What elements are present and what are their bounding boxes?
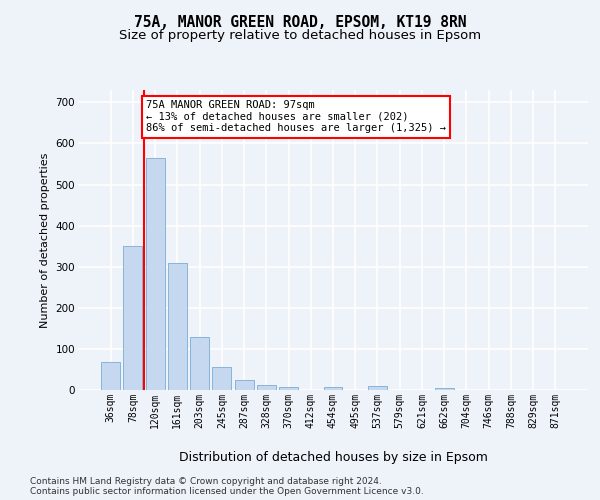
Y-axis label: Number of detached properties: Number of detached properties (40, 152, 50, 328)
Bar (190, 336, 209, 390)
Bar (323, 387, 343, 390)
Bar (101, 362, 120, 390)
Text: Size of property relative to detached houses in Epsom: Size of property relative to detached ho… (119, 28, 481, 42)
Bar (368, 386, 387, 390)
Text: Contains HM Land Registry data © Crown copyright and database right 2024.: Contains HM Land Registry data © Crown c… (30, 476, 382, 486)
Text: Distribution of detached houses by size in Epsom: Distribution of detached houses by size … (179, 451, 487, 464)
Text: Contains public sector information licensed under the Open Government Licence v3: Contains public sector information licen… (30, 486, 424, 496)
Bar (257, 384, 276, 390)
Bar (168, 262, 187, 390)
Bar (212, 368, 231, 390)
Bar (235, 380, 254, 390)
Text: 75A MANOR GREEN ROAD: 97sqm
← 13% of detached houses are smaller (202)
86% of se: 75A MANOR GREEN ROAD: 97sqm ← 13% of det… (146, 100, 446, 134)
Text: 75A, MANOR GREEN ROAD, EPSOM, KT19 8RN: 75A, MANOR GREEN ROAD, EPSOM, KT19 8RN (134, 15, 466, 30)
Bar (124, 246, 142, 390)
Bar (146, 158, 164, 390)
Bar (435, 388, 454, 390)
Bar (279, 387, 298, 390)
